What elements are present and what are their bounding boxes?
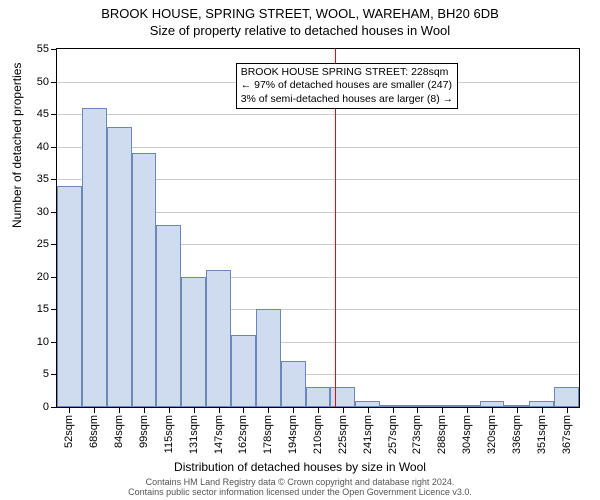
x-tick-label: 225sqm bbox=[337, 415, 349, 454]
x-tick bbox=[243, 407, 244, 413]
bar bbox=[107, 127, 132, 407]
bar bbox=[132, 153, 157, 407]
y-tick bbox=[51, 407, 57, 408]
bar bbox=[554, 387, 579, 407]
x-tick bbox=[318, 407, 319, 413]
annotation-line2: ← 97% of detached houses are smaller (24… bbox=[241, 79, 453, 92]
y-tick-label: 20 bbox=[37, 271, 49, 283]
bar bbox=[156, 225, 181, 407]
bar bbox=[82, 108, 107, 407]
bar bbox=[57, 186, 82, 407]
y-tick-label: 30 bbox=[37, 206, 49, 218]
chart-container: BROOK HOUSE, SPRING STREET, WOOL, WAREHA… bbox=[0, 0, 600, 500]
bar bbox=[281, 361, 306, 407]
bar bbox=[181, 277, 206, 407]
x-tick bbox=[517, 407, 518, 413]
bar bbox=[256, 309, 281, 407]
x-tick bbox=[343, 407, 344, 413]
x-tick bbox=[293, 407, 294, 413]
gridline bbox=[57, 114, 579, 115]
x-tick bbox=[219, 407, 220, 413]
x-tick-label: 320sqm bbox=[486, 415, 498, 454]
y-axis-label: Number of detached properties bbox=[10, 63, 24, 228]
x-tick-label: 304sqm bbox=[461, 415, 473, 454]
plot-area: 051015202530354045505552sqm68sqm84sqm99s… bbox=[56, 48, 580, 408]
x-tick-label: 131sqm bbox=[188, 415, 200, 454]
x-tick-label: 336sqm bbox=[511, 415, 523, 454]
x-tick bbox=[69, 407, 70, 413]
x-tick-label: 351sqm bbox=[536, 415, 548, 454]
bar bbox=[231, 335, 256, 407]
annotation-box: BROOK HOUSE SPRING STREET: 228sqm← 97% o… bbox=[236, 63, 458, 108]
bar bbox=[206, 270, 231, 407]
y-tick bbox=[51, 49, 57, 50]
x-tick-label: 288sqm bbox=[436, 415, 448, 454]
annotation-line1: BROOK HOUSE SPRING STREET: 228sqm bbox=[241, 66, 453, 79]
bar bbox=[330, 387, 355, 407]
x-tick bbox=[417, 407, 418, 413]
x-axis-label: Distribution of detached houses by size … bbox=[0, 460, 600, 474]
x-tick-label: 115sqm bbox=[163, 415, 175, 453]
y-tick bbox=[51, 147, 57, 148]
y-tick bbox=[51, 179, 57, 180]
title-subtitle: Size of property relative to detached ho… bbox=[0, 23, 600, 38]
x-tick bbox=[194, 407, 195, 413]
y-tick-label: 0 bbox=[43, 401, 49, 413]
y-tick bbox=[51, 114, 57, 115]
x-tick bbox=[567, 407, 568, 413]
x-tick bbox=[442, 407, 443, 413]
x-tick-label: 162sqm bbox=[237, 415, 249, 454]
x-tick-label: 178sqm bbox=[262, 415, 274, 454]
x-tick bbox=[492, 407, 493, 413]
bar bbox=[306, 387, 331, 407]
footnote-line2: Contains public sector information licen… bbox=[0, 488, 600, 498]
y-tick-label: 5 bbox=[43, 368, 49, 380]
y-tick-label: 45 bbox=[37, 108, 49, 120]
x-tick bbox=[268, 407, 269, 413]
y-tick-label: 40 bbox=[37, 141, 49, 153]
y-tick bbox=[51, 82, 57, 83]
x-tick-label: 147sqm bbox=[213, 415, 225, 454]
x-tick bbox=[467, 407, 468, 413]
x-tick bbox=[368, 407, 369, 413]
x-tick-label: 194sqm bbox=[287, 415, 299, 454]
annotation-line3: 3% of semi-detached houses are larger (8… bbox=[241, 93, 453, 106]
x-tick bbox=[119, 407, 120, 413]
x-tick bbox=[169, 407, 170, 413]
x-tick bbox=[94, 407, 95, 413]
gridline bbox=[57, 147, 579, 148]
y-tick-label: 50 bbox=[37, 76, 49, 88]
x-tick-label: 52sqm bbox=[63, 415, 75, 448]
title-block: BROOK HOUSE, SPRING STREET, WOOL, WAREHA… bbox=[0, 0, 600, 38]
x-tick bbox=[393, 407, 394, 413]
x-tick-label: 273sqm bbox=[411, 415, 423, 454]
x-tick-label: 99sqm bbox=[138, 415, 150, 448]
x-tick-label: 68sqm bbox=[88, 415, 100, 448]
x-tick bbox=[144, 407, 145, 413]
y-tick-label: 55 bbox=[37, 43, 49, 55]
y-tick-label: 10 bbox=[37, 336, 49, 348]
x-tick-label: 241sqm bbox=[362, 415, 374, 454]
x-tick bbox=[542, 407, 543, 413]
x-tick-label: 210sqm bbox=[312, 415, 324, 454]
footnote: Contains HM Land Registry data © Crown c… bbox=[0, 478, 600, 498]
title-address: BROOK HOUSE, SPRING STREET, WOOL, WAREHA… bbox=[0, 6, 600, 21]
x-tick-label: 257sqm bbox=[387, 415, 399, 454]
y-tick-label: 25 bbox=[37, 238, 49, 250]
y-tick-label: 15 bbox=[37, 303, 49, 315]
x-tick-label: 84sqm bbox=[113, 415, 125, 448]
y-tick-label: 35 bbox=[37, 173, 49, 185]
x-tick-label: 367sqm bbox=[561, 415, 573, 454]
